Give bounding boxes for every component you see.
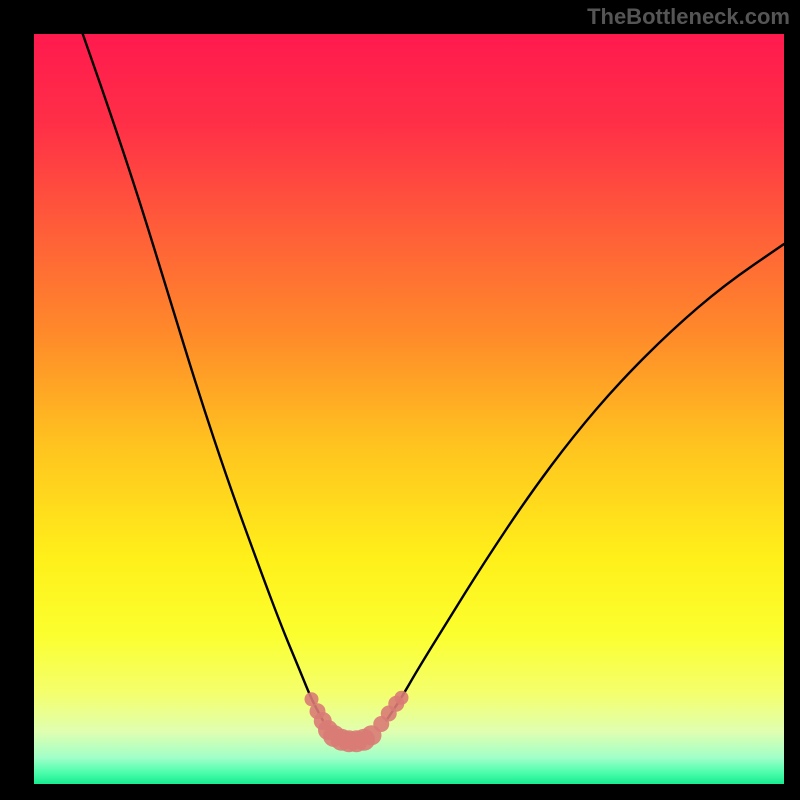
- curve-right: [387, 244, 785, 720]
- plot-area: [34, 34, 784, 784]
- marker-dot: [395, 691, 409, 705]
- curves-svg: [34, 34, 784, 784]
- watermark-text: TheBottleneck.com: [587, 4, 790, 30]
- curve-left: [83, 34, 323, 720]
- root: TheBottleneck.com: [0, 0, 800, 800]
